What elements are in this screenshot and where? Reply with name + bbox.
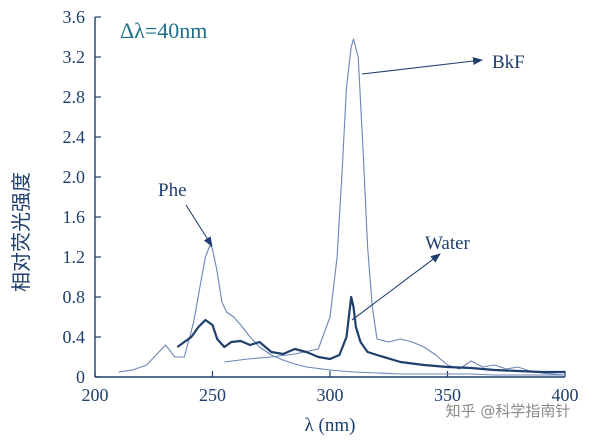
series-layer <box>118 38 566 376</box>
y-tick-label: 0 <box>76 367 85 387</box>
y-tick-label: 2.8 <box>63 87 86 107</box>
y-tick-label: 2.4 <box>63 127 86 147</box>
y-tick-label: 1.2 <box>63 247 86 267</box>
x-tick-label: 350 <box>434 385 461 405</box>
series-line-bkf <box>224 38 566 376</box>
annotation-water: Water <box>425 233 471 254</box>
annotation-arrow-bkf <box>361 57 483 75</box>
delta-lambda-label: Δλ=40nm <box>120 18 207 43</box>
y-tick-label: 0.8 <box>63 287 86 307</box>
watermark: 知乎 @科学指南针 <box>446 402 571 420</box>
y-tick-label: 3.2 <box>63 47 86 67</box>
y-axis-label: 相对荧光强度 <box>9 172 33 292</box>
y-tick-label: 2.0 <box>63 167 86 187</box>
axes: 0 0.4 0.8 1.2 1.6 2.0 2.4 2.8 3.2 3.6 200 250 300 350… <box>63 7 579 405</box>
x-tick-label: 300 <box>317 385 344 405</box>
x-tick-label: 200 <box>82 385 109 405</box>
y-tick-label: 3.6 <box>63 7 86 27</box>
series-line-phe <box>118 244 565 376</box>
y-tick-label: 0.4 <box>63 327 86 347</box>
y-tick-label: 1.6 <box>63 207 86 227</box>
annotation-phe: Phe <box>158 180 187 201</box>
x-axis-label: λ (nm) <box>305 415 356 436</box>
series-line-water <box>176 295 565 374</box>
annotation-layer: Phe BkF Water <box>158 52 525 321</box>
x-tick-label: 400 <box>552 385 579 405</box>
x-tick-label: 250 <box>199 385 226 405</box>
annotation-arrow-water <box>351 253 441 321</box>
annotation-arrow-phe <box>185 204 213 247</box>
annotation-bkf: BkF <box>492 52 525 73</box>
